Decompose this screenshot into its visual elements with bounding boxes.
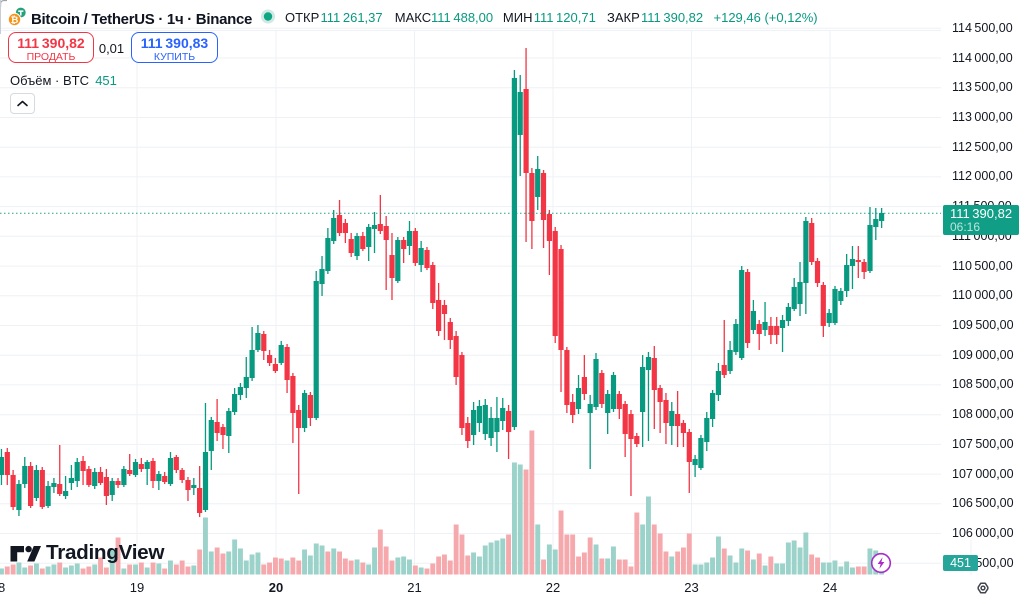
svg-text:₿: ₿ (11, 15, 19, 26)
